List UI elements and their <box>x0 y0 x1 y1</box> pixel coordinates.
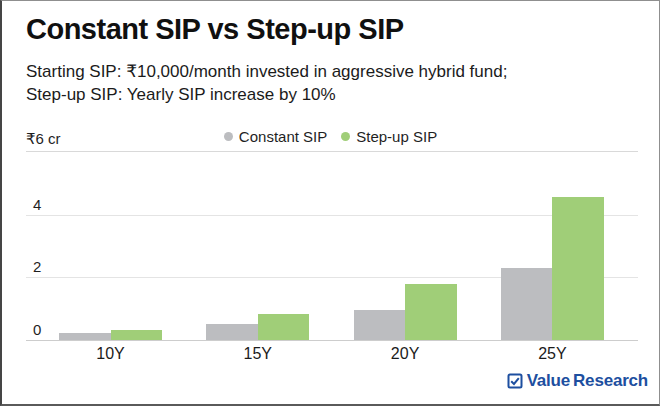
bar-group-20y <box>354 284 457 340</box>
legend-dot-icon <box>341 132 350 141</box>
bar-group-10y <box>59 330 162 340</box>
bar-step-up-sip-10y <box>111 330 163 340</box>
legend-dot-icon <box>224 132 233 141</box>
x-axis-label-15y: 15Y <box>206 345 310 363</box>
legend: Constant SIP Step-up SIP <box>2 128 659 145</box>
brand-logo: ValueResearch <box>507 371 648 391</box>
bar-constant-sip-10y <box>59 333 111 340</box>
chart-subtitle: Starting SIP: ₹10,000/month invested in … <box>26 60 507 106</box>
chart-card: Constant SIP vs Step-up SIP Starting SIP… <box>0 0 660 406</box>
bar-constant-sip-25y <box>501 268 553 340</box>
brand-text: ValueResearch <box>527 371 648 391</box>
bar-constant-sip-15y <box>206 324 258 340</box>
checkbox-check-icon <box>507 373 523 389</box>
bar-constant-sip-20y <box>354 310 406 340</box>
plot-area <box>26 151 638 341</box>
bar-group-15y <box>206 314 309 340</box>
subtitle-line-1: Starting SIP: ₹10,000/month invested in … <box>26 60 507 83</box>
bar-group-25y <box>501 197 604 340</box>
legend-item-step-up-sip: Step-up SIP <box>341 128 437 145</box>
bar-step-up-sip-15y <box>258 314 310 340</box>
legend-item-constant-sip: Constant SIP <box>224 128 327 145</box>
y-tick-label-4: 4 <box>33 196 41 213</box>
bar-step-up-sip-25y <box>552 197 604 340</box>
x-axis-label-20y: 20Y <box>353 345 457 363</box>
subtitle-line-2: Step-up SIP: Yearly SIP increase by 10% <box>26 83 507 106</box>
brand-text-part2: Research <box>573 371 648 391</box>
page-title: Constant SIP vs Step-up SIP <box>26 13 404 46</box>
brand-text-part1: Value <box>527 371 570 391</box>
y-tick-label-0: 0 <box>33 321 41 338</box>
y-tick-label-2: 2 <box>33 258 41 275</box>
x-axis-label-25y: 25Y <box>500 345 604 363</box>
x-axis-label-10y: 10Y <box>59 345 163 363</box>
bar-step-up-sip-20y <box>405 284 457 340</box>
legend-label: Constant SIP <box>239 128 327 145</box>
legend-label: Step-up SIP <box>356 128 437 145</box>
